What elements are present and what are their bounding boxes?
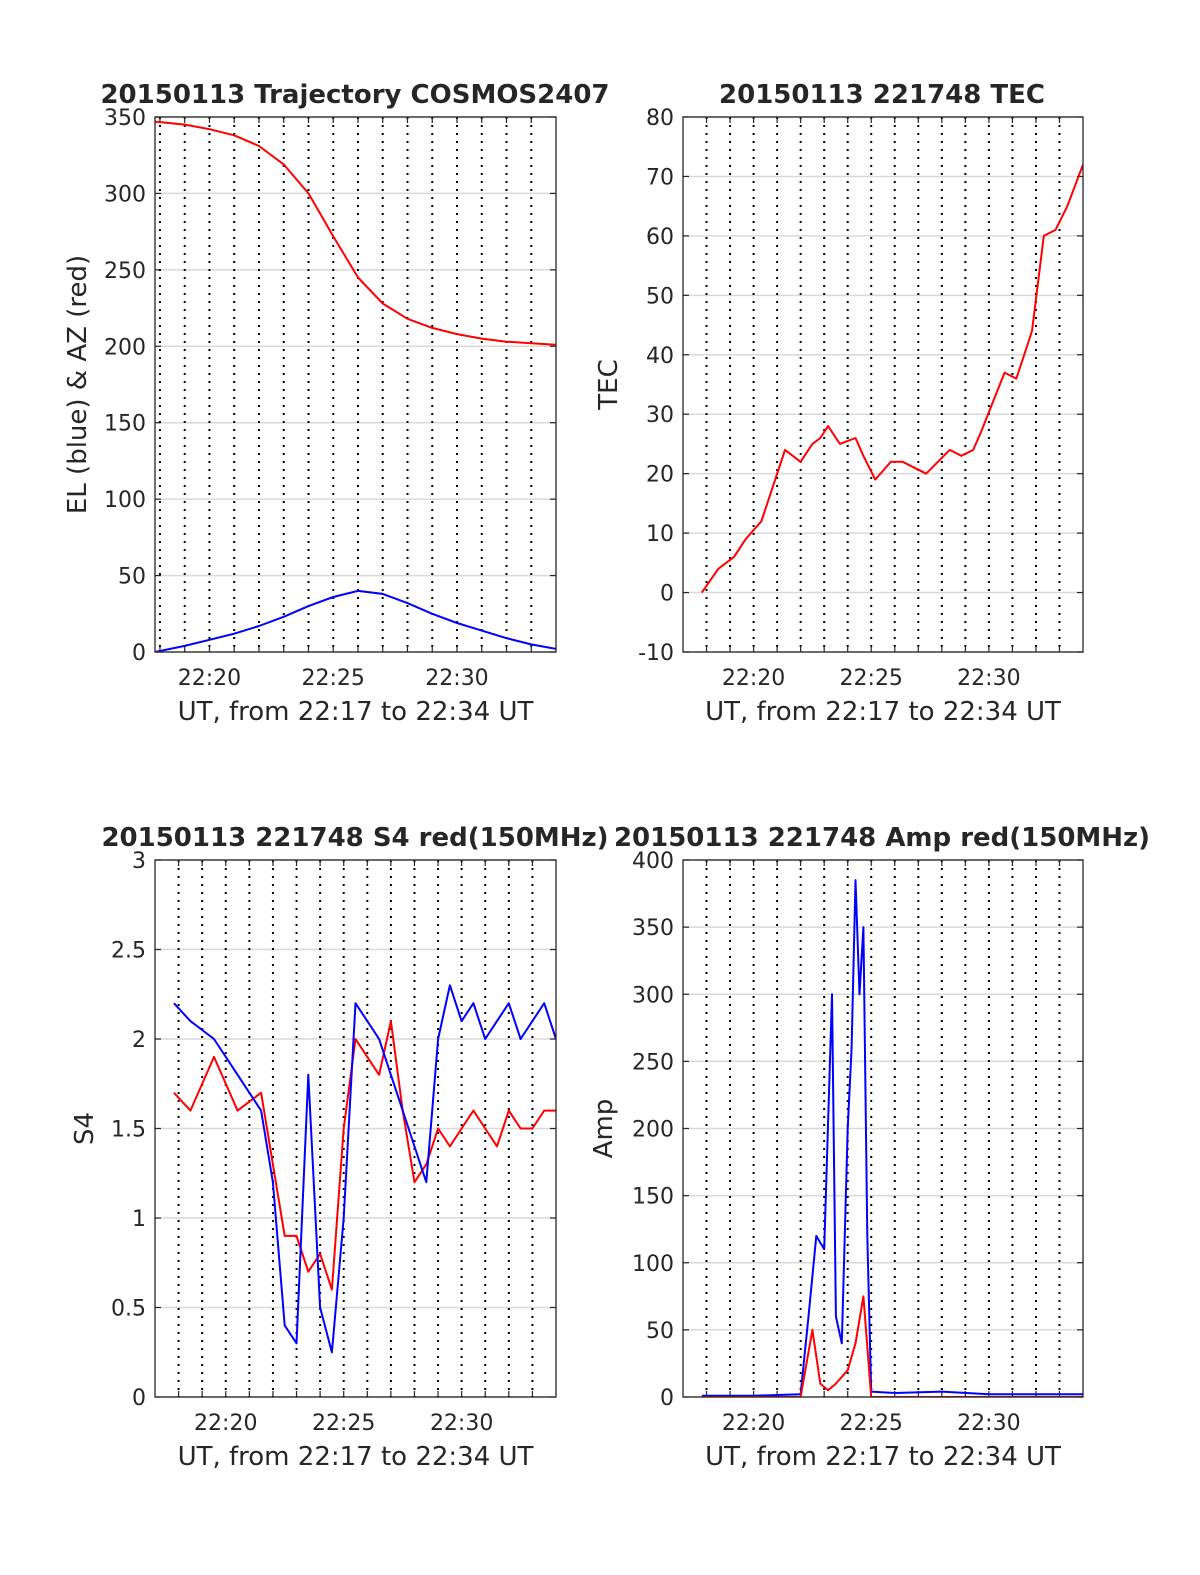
y-tick-label: 250	[632, 1050, 674, 1075]
x-tick-label: 22:20	[722, 666, 785, 691]
series-line-1	[700, 164, 1083, 594]
y-tick-label: 50	[646, 1319, 674, 1344]
y-axis-label: EL (blue) & AZ (red)	[63, 255, 93, 514]
series-line-1	[701, 879, 1083, 1397]
series-line-2	[173, 984, 556, 1354]
chart-panel-3: 0 0.5 1 1.5 2 2.5 3 22:20 22:25 22:30 20150113 221…	[70, 823, 609, 1472]
chart-panel-4: 0 50 100 150 200 250 300 350 400 22:20 22:25 22:30 2…	[589, 823, 1150, 1472]
x-tick-label: 22:30	[430, 1411, 493, 1436]
y-tick-label: 150	[632, 1185, 674, 1210]
y-tick-label: 350	[632, 916, 674, 941]
y-tick-label: 100	[104, 488, 146, 513]
x-tick-label: 22:20	[178, 666, 241, 691]
x-tick-label: 22:25	[840, 666, 903, 691]
x-tick-label: 22:30	[425, 666, 488, 691]
series-line-1	[173, 1020, 556, 1291]
y-tick-label: 200	[632, 1118, 674, 1143]
series-line-2	[155, 589, 556, 652]
y-axis-label: Amp	[589, 1099, 619, 1159]
x-tick-label: 22:25	[312, 1411, 375, 1436]
y-tick-label: 300	[104, 182, 146, 207]
y-tick-label: 2.5	[111, 939, 146, 964]
x-tick-label: 22:20	[722, 1411, 785, 1436]
chart-panel-2: -10 0 10 20 30 40 50 60 70 80 22:20 22:25 22:30 20150…	[594, 80, 1084, 727]
x-tick-label: 22:30	[957, 1411, 1020, 1436]
y-tick-label: 20	[646, 463, 674, 488]
y-tick-label: 3	[132, 849, 146, 874]
y-tick-label: 0.5	[111, 1297, 146, 1322]
chart-title: 20150113 Trajectory COSMOS2407	[100, 80, 609, 110]
chart-title: 20150113 221748 Amp red(150MHz)	[614, 823, 1150, 853]
y-tick-label: 70	[646, 165, 674, 190]
y-tick-label: 250	[104, 259, 146, 284]
plot-frame	[154, 859, 557, 1398]
y-tick-label: 1	[132, 1207, 146, 1232]
y-tick-label: 50	[118, 565, 146, 590]
y-tick-label: 350	[104, 106, 146, 131]
x-tick-label: 22:25	[302, 666, 365, 691]
y-tick-label: 400	[632, 849, 674, 874]
chart-title: 20150113 221748 S4 red(150MHz)	[101, 823, 608, 853]
y-tick-label: 10	[646, 522, 674, 547]
y-tick-label: 2	[132, 1028, 146, 1053]
series-line-1	[155, 120, 556, 346]
y-tick-label: 0	[132, 1386, 146, 1411]
y-tick-label: 0	[132, 641, 146, 666]
chart-title: 20150113 221748 TEC	[719, 80, 1045, 110]
y-tick-label: 80	[646, 106, 674, 131]
y-tick-label: 40	[646, 344, 674, 369]
chart-panel-1: 0 50 100 150 200 250 300 350 22:20 22:25 22:30 2015…	[63, 80, 610, 727]
plot-frame	[682, 859, 1084, 1398]
y-tick-label: 100	[632, 1252, 674, 1277]
y-tick-label: 150	[104, 412, 146, 437]
x-axis-label: UT, from 22:17 to 22:34 UT	[705, 697, 1061, 727]
y-tick-label: 0	[660, 1386, 674, 1411]
plot-frame	[154, 116, 557, 653]
y-tick-label: 0	[660, 582, 674, 607]
x-axis-label: UT, from 22:17 to 22:34 UT	[705, 1442, 1061, 1472]
x-tick-label: 22:30	[957, 666, 1020, 691]
series-line-2	[701, 1295, 1083, 1397]
y-tick-label: 200	[104, 335, 146, 360]
x-tick-label: 22:25	[840, 1411, 903, 1436]
x-axis-label: UT, from 22:17 to 22:34 UT	[178, 697, 534, 727]
x-tick-label: 22:20	[194, 1411, 257, 1436]
y-tick-label: 30	[646, 403, 674, 428]
y-axis-label: S4	[70, 1112, 100, 1145]
y-tick-label: 300	[632, 983, 674, 1008]
y-tick-label: -10	[638, 641, 674, 666]
y-tick-label: 1.5	[111, 1118, 146, 1143]
y-tick-label: 50	[646, 284, 674, 309]
y-tick-label: 60	[646, 225, 674, 250]
y-axis-label: TEC	[594, 359, 624, 410]
x-axis-label: UT, from 22:17 to 22:34 UT	[178, 1442, 534, 1472]
plot-frame	[682, 116, 1084, 653]
